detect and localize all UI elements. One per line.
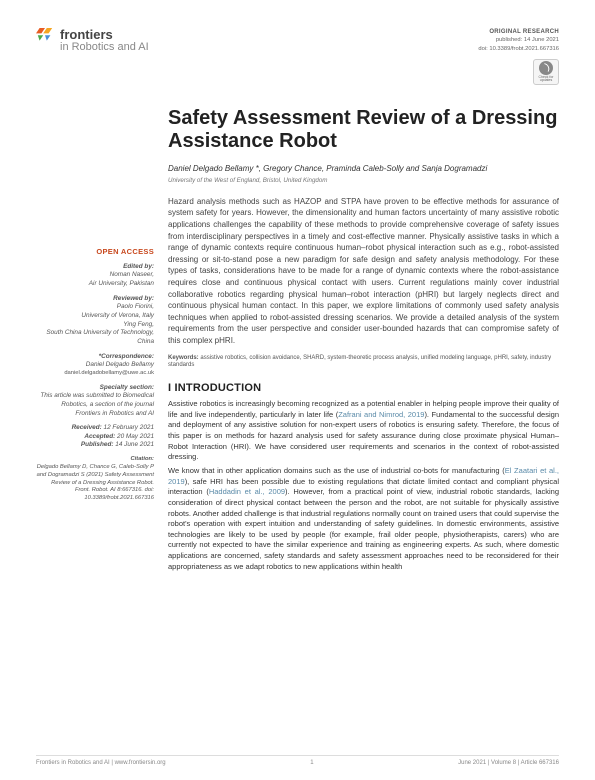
doi: doi: 10.3389/frobt.2021.667316 bbox=[478, 45, 559, 53]
received-date: 12 February 2021 bbox=[104, 424, 154, 431]
sidebar: OPEN ACCESS Edited by: Noman Naseer, Air… bbox=[36, 107, 154, 760]
page-footer: Frontiers in Robotics and AI | www.front… bbox=[36, 755, 559, 766]
journal-name: frontiers bbox=[60, 28, 149, 42]
abstract: Hazard analysis methods such as HAZOP an… bbox=[168, 196, 559, 347]
reviewer-affiliation: South China University of Technology, Ch… bbox=[36, 329, 154, 346]
received-label: Received: bbox=[72, 424, 102, 431]
keywords: Keywords: assistive robotics, collision … bbox=[168, 355, 559, 371]
article-title: Safety Assessment Review of a Dressing A… bbox=[168, 107, 559, 154]
published-label: Published: bbox=[81, 441, 114, 448]
journal-subname: in Robotics and AI bbox=[60, 42, 149, 54]
footer-left: Frontiers in Robotics and AI | www.front… bbox=[36, 760, 166, 766]
correspondence-label: *Correspondence: bbox=[36, 353, 154, 362]
article-type: ORIGINAL RESEARCH bbox=[478, 28, 559, 36]
editor-affiliation: Air University, Pakistan bbox=[36, 280, 154, 289]
citation-link[interactable]: Haddadin et al., 2009 bbox=[209, 487, 285, 496]
refresh-icon bbox=[539, 61, 553, 75]
citation-text: Delgado Bellamy D, Chance G, Caleb-Solly… bbox=[36, 464, 154, 503]
introduction-body: Assistive robotics is increasingly becom… bbox=[168, 399, 559, 572]
frontiers-logo-icon bbox=[36, 28, 54, 46]
citation-label: Citation: bbox=[36, 456, 154, 464]
correspondence-email[interactable]: daniel.delgadobellamy@uwe.ac.uk bbox=[36, 370, 154, 378]
reviewed-by-label: Reviewed by: bbox=[36, 295, 154, 304]
editor-name: Noman Naseer, bbox=[36, 271, 154, 280]
accepted-label: Accepted: bbox=[84, 433, 115, 440]
reviewer-name: Paolo Fiorini, bbox=[36, 303, 154, 312]
specialty-text: This article was submitted to Biomedical… bbox=[36, 392, 154, 418]
page-header: frontiers in Robotics and AI ORIGINAL RE… bbox=[36, 28, 559, 85]
publication-meta: ORIGINAL RESEARCH published: 14 June 202… bbox=[478, 28, 559, 85]
main-column: Safety Assessment Review of a Dressing A… bbox=[168, 107, 559, 760]
authors: Daniel Delgado Bellamy *, Gregory Chance… bbox=[168, 164, 559, 173]
journal-logo: frontiers in Robotics and AI bbox=[36, 28, 149, 53]
open-access-label: OPEN ACCESS bbox=[36, 247, 154, 257]
published-date: published: 14 June 2021 bbox=[478, 36, 559, 44]
reviewer-name: Ying Feng, bbox=[36, 321, 154, 330]
correspondence-name: Daniel Delgado Bellamy bbox=[36, 361, 154, 370]
check-updates-badge[interactable]: Check forupdates bbox=[533, 59, 559, 85]
accepted-date: 20 May 2021 bbox=[117, 433, 154, 440]
section-heading: I INTRODUCTION bbox=[168, 382, 559, 394]
edited-by-label: Edited by: bbox=[36, 263, 154, 272]
specialty-label: Specialty section: bbox=[36, 384, 154, 393]
reviewer-affiliation: University of Verona, Italy bbox=[36, 312, 154, 321]
published-date-side: 14 June 2021 bbox=[115, 441, 154, 448]
keywords-label: Keywords: bbox=[168, 355, 199, 361]
citation-link[interactable]: Zafrani and Nimrod, 2019 bbox=[338, 410, 424, 419]
footer-right: June 2021 | Volume 8 | Article 667316 bbox=[458, 760, 559, 766]
page-number: 1 bbox=[310, 760, 313, 766]
affiliation: University of the West of England, Brist… bbox=[168, 177, 559, 184]
keywords-text: assistive robotics, collision avoidance,… bbox=[168, 355, 551, 369]
